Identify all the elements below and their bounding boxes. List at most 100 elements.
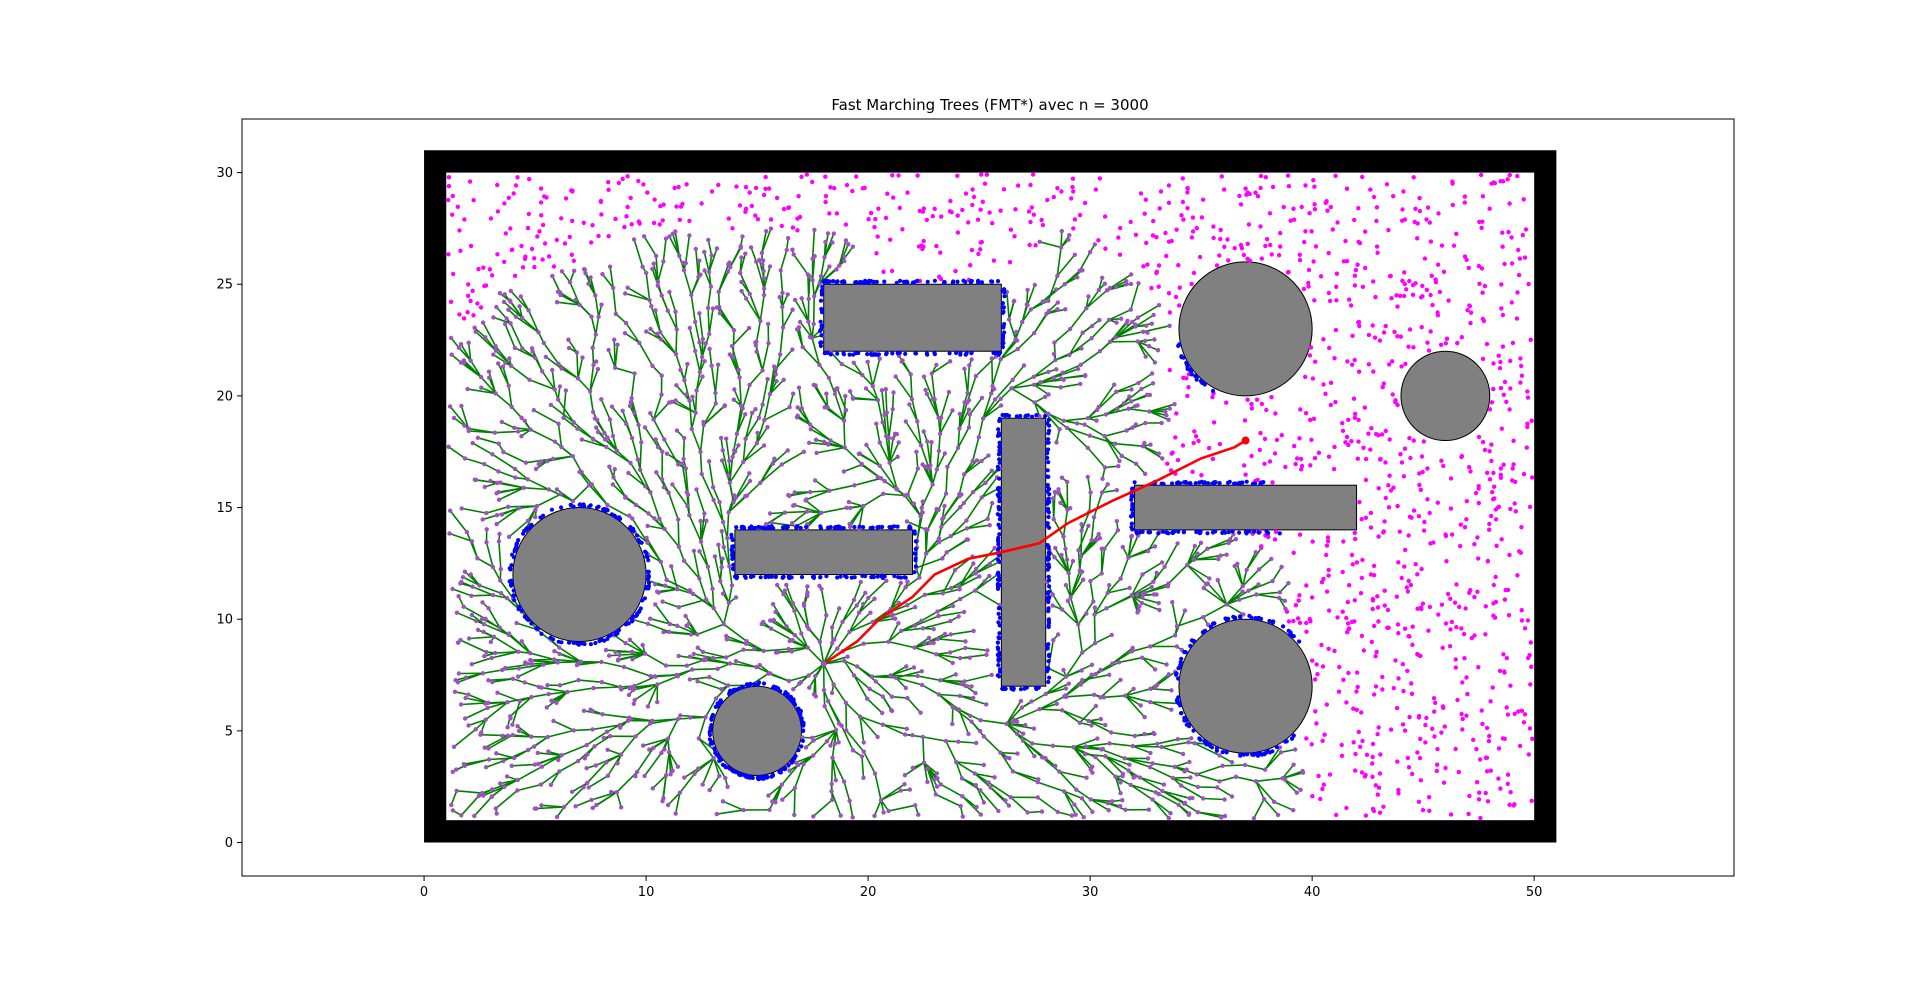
- tree-node-point: [715, 812, 719, 816]
- unvisited-sample-point: [1423, 256, 1427, 260]
- tree-node-point: [465, 530, 469, 534]
- unvisited-sample-point: [1174, 295, 1178, 299]
- tree-node-point: [953, 568, 957, 572]
- boundary-sample-point: [618, 517, 622, 521]
- unvisited-sample-point: [1522, 720, 1526, 724]
- unvisited-sample-point: [636, 179, 640, 183]
- tree-node-point: [904, 686, 908, 690]
- tree-node-point: [456, 594, 460, 598]
- tree-node-point: [1195, 772, 1199, 776]
- tree-node-point: [591, 709, 595, 713]
- unvisited-sample-point: [1186, 186, 1190, 190]
- tree-node-point: [520, 316, 524, 320]
- unvisited-sample-point: [1118, 226, 1122, 230]
- unvisited-sample-point: [1364, 516, 1368, 520]
- unvisited-sample-point: [504, 231, 508, 235]
- unvisited-sample-point: [539, 200, 543, 204]
- unvisited-sample-point: [1346, 418, 1350, 422]
- tree-node-point: [643, 425, 647, 429]
- unvisited-sample-point: [1401, 689, 1405, 693]
- unvisited-sample-point: [589, 240, 593, 244]
- tree-node-point: [806, 272, 810, 276]
- tree-node-point: [474, 619, 478, 623]
- tree-node-point: [654, 437, 658, 441]
- unvisited-sample-point: [607, 234, 611, 238]
- tree-node-point: [860, 373, 864, 377]
- unvisited-sample-point: [1192, 271, 1196, 275]
- circle-obstacle: [1401, 351, 1490, 440]
- tree-node-point: [774, 650, 778, 654]
- unvisited-sample-point: [570, 219, 574, 223]
- unvisited-sample-point: [1278, 244, 1282, 248]
- tree-node-point: [940, 517, 944, 521]
- tree-node-point: [539, 803, 543, 807]
- unvisited-sample-point: [1371, 597, 1375, 601]
- tree-node-point: [990, 469, 994, 473]
- unvisited-sample-point: [1258, 448, 1262, 452]
- unvisited-sample-point: [1515, 316, 1519, 320]
- tree-node-point: [1154, 790, 1158, 794]
- tree-node-point: [498, 578, 502, 582]
- unvisited-sample-point: [1256, 194, 1260, 198]
- unvisited-sample-point: [1360, 770, 1364, 774]
- tree-node-point: [1046, 299, 1050, 303]
- tree-node-point: [1148, 393, 1152, 397]
- unvisited-sample-point: [699, 201, 703, 205]
- unvisited-sample-point: [1477, 435, 1481, 439]
- tree-node-point: [581, 785, 585, 789]
- unvisited-sample-point: [462, 316, 466, 320]
- unvisited-sample-point: [782, 207, 786, 211]
- unvisited-sample-point: [1361, 285, 1365, 289]
- tree-node-point: [974, 374, 978, 378]
- unvisited-sample-point: [1342, 259, 1346, 263]
- unvisited-sample-point: [652, 221, 656, 225]
- tree-node-point: [556, 362, 560, 366]
- unvisited-sample-point: [979, 240, 983, 244]
- unvisited-sample-point: [1198, 255, 1202, 259]
- unvisited-sample-point: [1498, 179, 1502, 183]
- tree-node-point: [481, 517, 485, 521]
- unvisited-sample-point: [1453, 601, 1457, 605]
- tree-node-point: [459, 580, 463, 584]
- tree-node-point: [1167, 324, 1171, 328]
- unvisited-sample-point: [1403, 217, 1407, 221]
- tree-node-point: [907, 402, 911, 406]
- boundary-sample-point: [630, 617, 634, 621]
- unvisited-sample-point: [869, 211, 873, 215]
- tree-node-point: [486, 701, 490, 705]
- tree-node-point: [1092, 612, 1096, 616]
- unvisited-sample-point: [1387, 474, 1391, 478]
- tree-node-point: [760, 263, 764, 267]
- tree-node-point: [491, 593, 495, 597]
- tree-node-point: [605, 730, 609, 734]
- tree-node-point: [956, 740, 960, 744]
- unvisited-sample-point: [1283, 465, 1287, 469]
- tree-node-point: [1086, 294, 1090, 298]
- tree-node-point: [644, 329, 648, 333]
- unvisited-sample-point: [1521, 233, 1525, 237]
- tree-node-point: [780, 798, 784, 802]
- tree-node-point: [1118, 780, 1122, 784]
- tree-node-point: [451, 770, 455, 774]
- boundary-sample-point: [635, 533, 639, 537]
- tree-node-point: [647, 747, 651, 751]
- unvisited-sample-point: [641, 182, 645, 186]
- tree-node-point: [1172, 402, 1176, 406]
- tree-node-point: [942, 504, 946, 508]
- boundary-sample-point: [511, 593, 515, 597]
- tree-node-point: [721, 799, 725, 803]
- unvisited-sample-point: [1243, 473, 1247, 477]
- unvisited-sample-point: [1525, 422, 1529, 426]
- unvisited-sample-point: [1449, 506, 1453, 510]
- unvisited-sample-point: [1440, 243, 1444, 247]
- tree-node-point: [1256, 582, 1260, 586]
- tree-node-point: [861, 642, 865, 646]
- tree-node-point: [977, 435, 981, 439]
- unvisited-sample-point: [1312, 202, 1316, 206]
- tree-node-point: [676, 462, 680, 466]
- tree-node-point: [881, 492, 885, 496]
- unvisited-sample-point: [891, 195, 895, 199]
- tree-node-point: [896, 455, 900, 459]
- tree-node-point: [652, 516, 656, 520]
- tree-node-point: [969, 720, 973, 724]
